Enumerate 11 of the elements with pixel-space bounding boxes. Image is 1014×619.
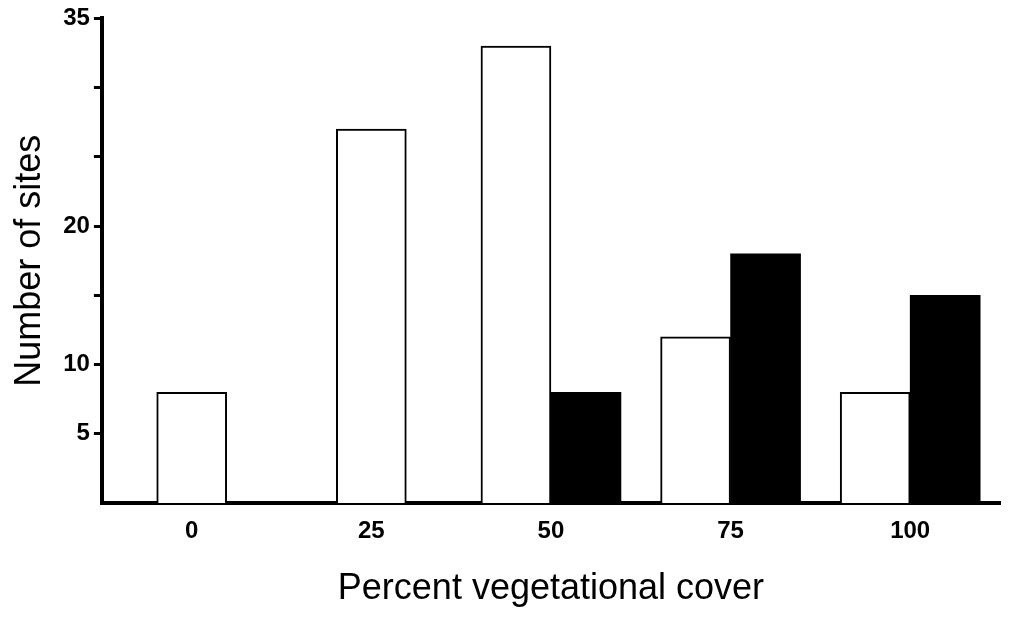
y-tick-label: 35 <box>63 3 90 31</box>
x-tick-label: 0 <box>185 516 199 544</box>
x-tick-label: 50 <box>537 516 565 544</box>
x-axis-title: Percent vegetational cover <box>337 566 765 608</box>
y-tick-label: 5 <box>76 418 90 446</box>
y-tick-label: 10 <box>63 349 90 377</box>
y-axis-title: Number of sites <box>6 134 48 387</box>
y-tick-label: 20 <box>63 210 90 238</box>
x-tick-label: 100 <box>890 516 931 544</box>
x-tick-label: 75 <box>717 516 744 544</box>
x-tick-label: 25 <box>357 516 385 544</box>
